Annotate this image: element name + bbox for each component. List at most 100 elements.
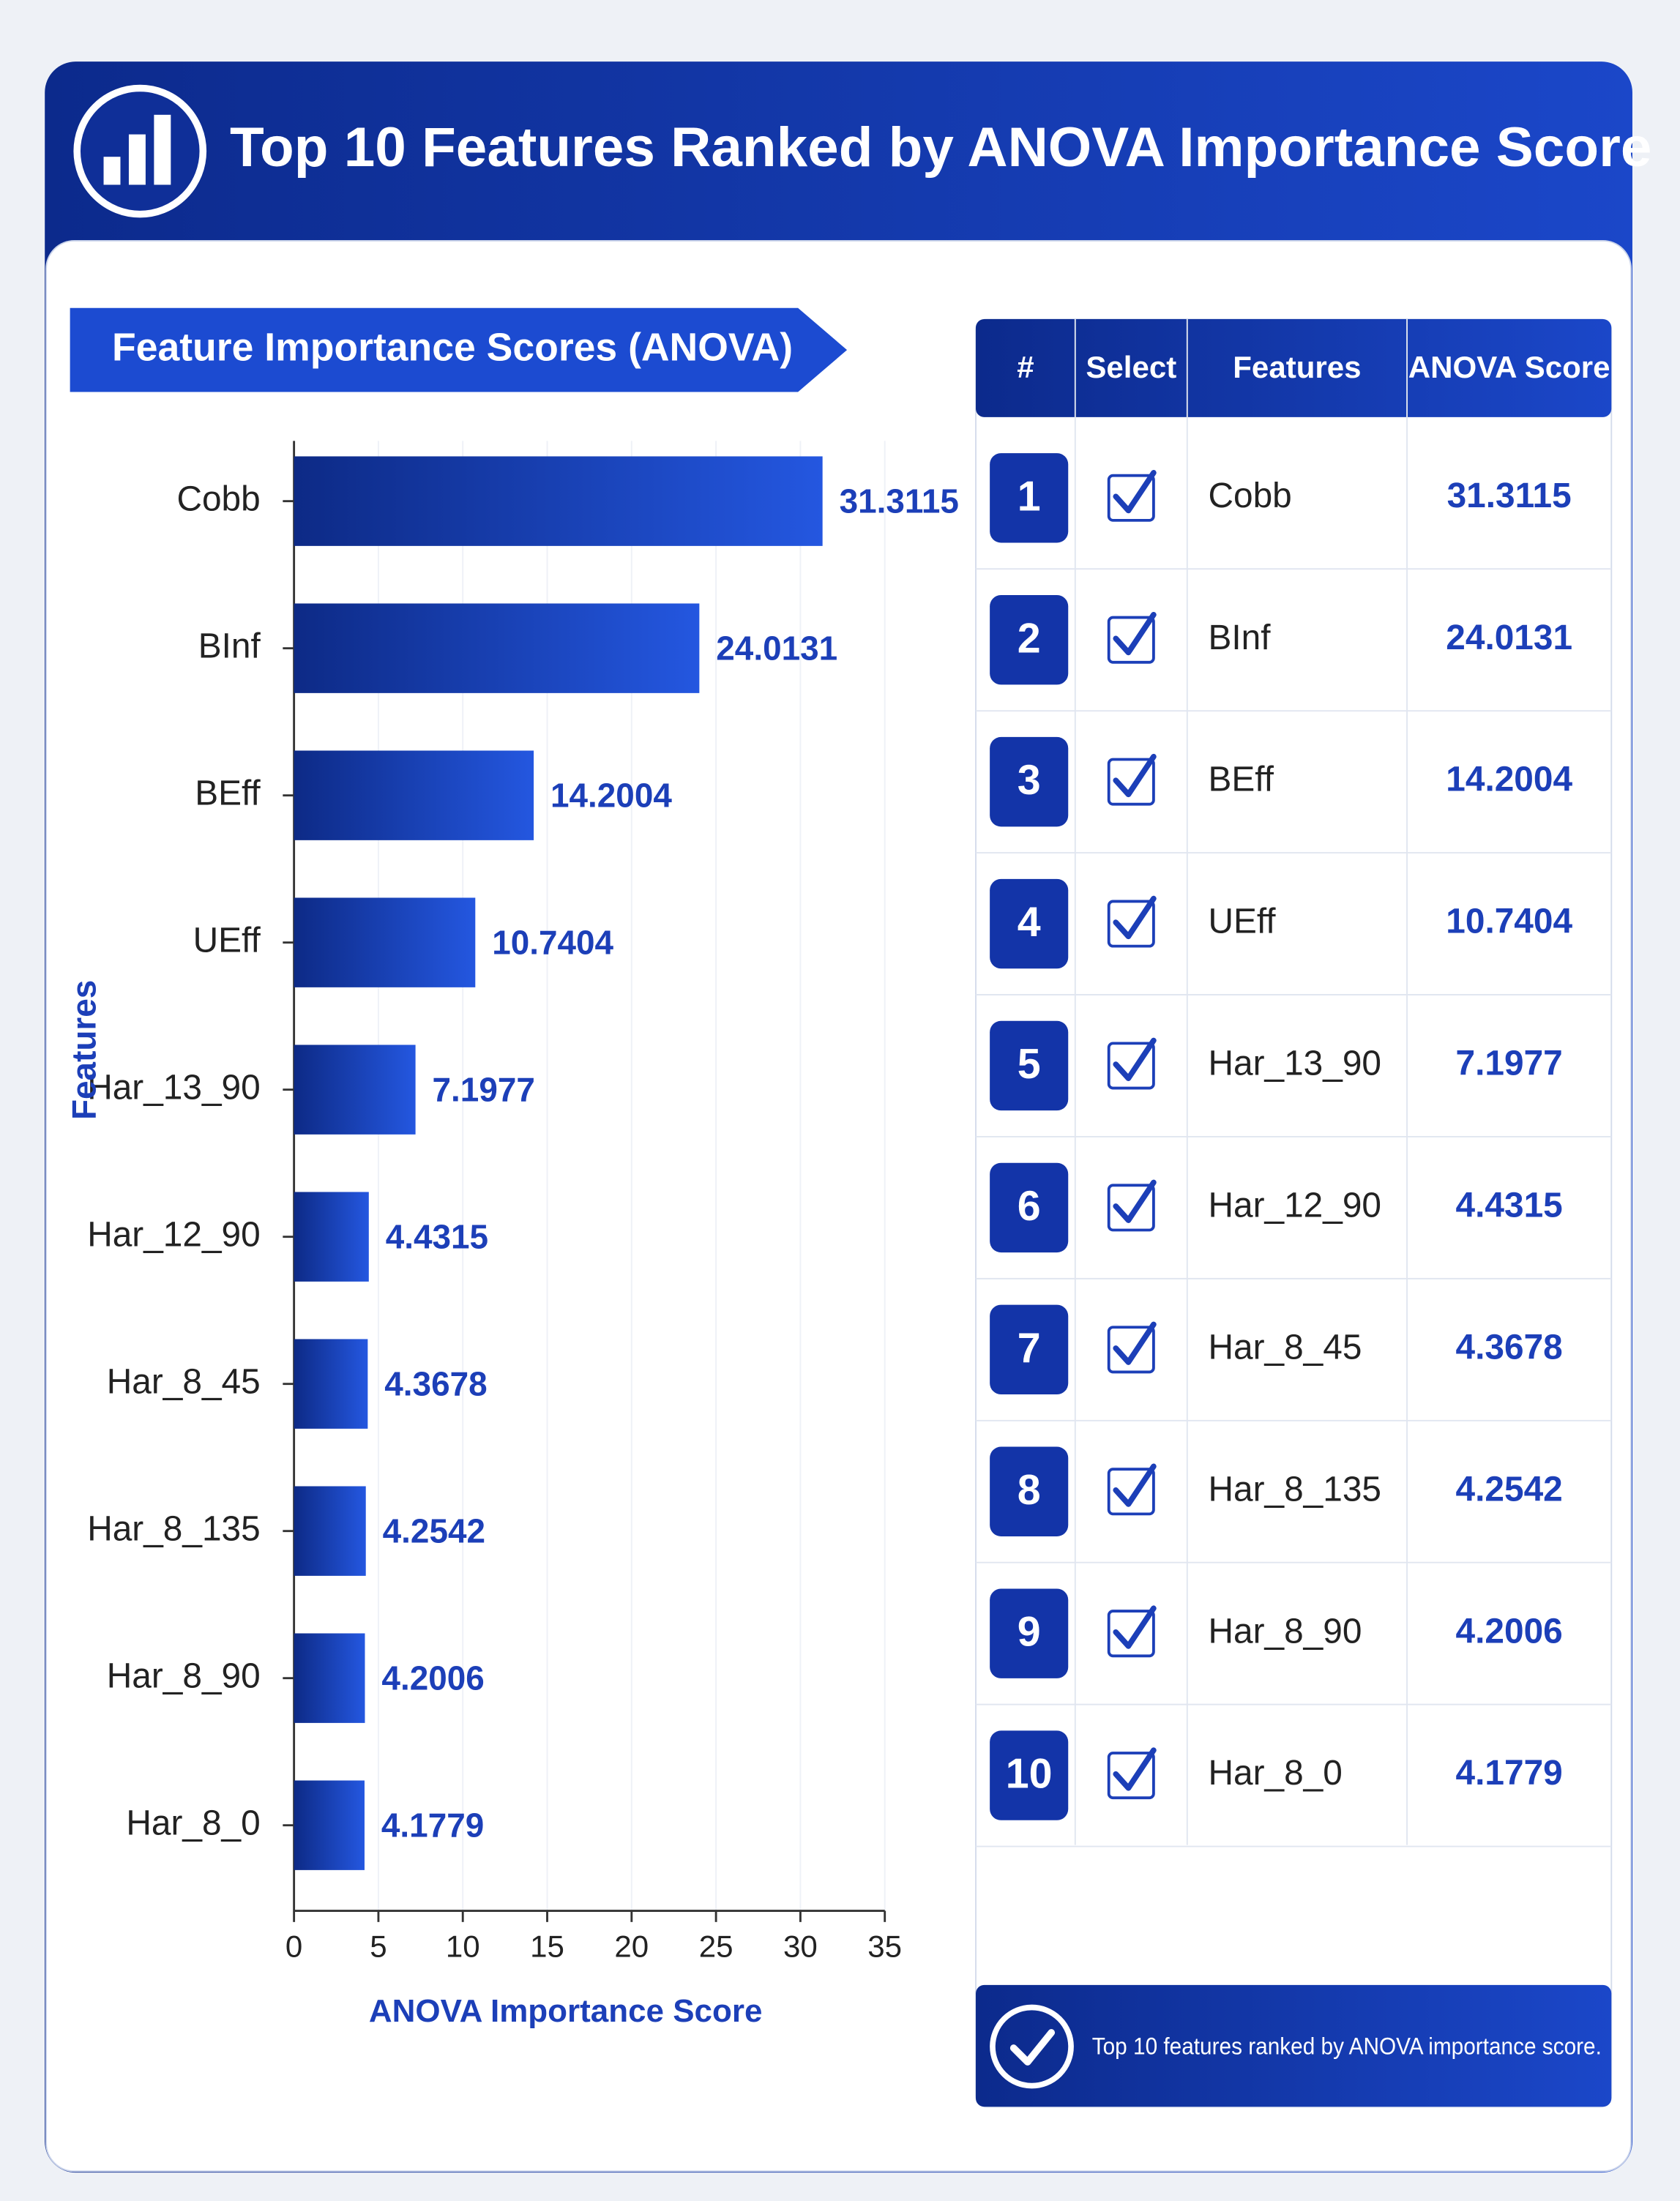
y-tick-label: Har_12_90 bbox=[87, 1215, 261, 1254]
x-axis-label: ANOVA Importance Score bbox=[369, 1993, 763, 2029]
feature-name: Har_13_90 bbox=[1208, 1045, 1381, 1083]
y-tick-label: BInf bbox=[198, 627, 261, 665]
rank-badge bbox=[990, 1730, 1069, 1820]
rank-badge bbox=[990, 1020, 1069, 1111]
x-tick-label: 5 bbox=[370, 1929, 387, 1963]
column-header: ANOVA Score bbox=[1408, 350, 1610, 384]
bar bbox=[294, 1192, 369, 1282]
rank-number: 5 bbox=[1018, 1041, 1041, 1088]
anova-score: 4.2006 bbox=[1456, 1612, 1563, 1651]
rank-number: 8 bbox=[1018, 1467, 1041, 1514]
bar bbox=[294, 1486, 366, 1576]
value-label: 24.0131 bbox=[716, 629, 837, 668]
rank-number: 7 bbox=[1018, 1325, 1041, 1372]
checkmark bbox=[1113, 1747, 1157, 1791]
y-tick-label: Har_13_90 bbox=[87, 1068, 261, 1107]
rank-number: 1 bbox=[1018, 473, 1041, 520]
table-header bbox=[976, 319, 1612, 417]
feature-name: Har_12_90 bbox=[1208, 1187, 1381, 1225]
footer-note: Top 10 features ranked by ANOVA importan… bbox=[1092, 2033, 1602, 2060]
rank-number: 10 bbox=[1006, 1751, 1053, 1798]
bar bbox=[294, 603, 700, 693]
checkmark bbox=[1113, 1463, 1157, 1507]
rank-badge bbox=[990, 1588, 1069, 1678]
rank-badge bbox=[990, 594, 1069, 685]
rank-number: 2 bbox=[1018, 615, 1041, 662]
value-label: 4.4315 bbox=[386, 1218, 488, 1256]
rank-badge bbox=[990, 1162, 1069, 1253]
x-tick-label: 10 bbox=[446, 1929, 480, 1963]
value-label: 14.2004 bbox=[550, 777, 672, 815]
rank-number: 9 bbox=[1018, 1609, 1041, 1656]
footer-check bbox=[1009, 2029, 1056, 2066]
checkmark bbox=[1113, 753, 1157, 798]
column-header: Select bbox=[1086, 350, 1176, 384]
rank-badge bbox=[990, 736, 1069, 827]
bar bbox=[294, 1045, 416, 1135]
anova-score: 24.0131 bbox=[1446, 619, 1572, 657]
anova-score: 7.1977 bbox=[1456, 1045, 1563, 1083]
x-tick-label: 35 bbox=[867, 1929, 902, 1963]
bar bbox=[294, 897, 476, 987]
bar bbox=[294, 1339, 368, 1429]
footer-band bbox=[976, 1984, 1612, 2107]
y-tick-label: Har_8_135 bbox=[87, 1509, 261, 1548]
x-tick-label: 0 bbox=[285, 1929, 302, 1963]
y-tick-label: UEff bbox=[193, 921, 261, 960]
value-label: 10.7404 bbox=[492, 924, 613, 962]
feature-name: Cobb bbox=[1208, 477, 1291, 515]
checkmark bbox=[1113, 470, 1157, 514]
y-tick-label: Har_8_45 bbox=[107, 1362, 261, 1401]
value-label: 31.3115 bbox=[840, 482, 959, 520]
column-header: Features bbox=[1233, 350, 1361, 384]
checkmark bbox=[1113, 1179, 1157, 1223]
rank-number: 4 bbox=[1018, 899, 1041, 946]
anova-score: 10.7404 bbox=[1446, 903, 1572, 941]
rank-badge bbox=[990, 1446, 1069, 1536]
anova-score: 4.2542 bbox=[1456, 1470, 1563, 1509]
x-tick-label: 30 bbox=[783, 1929, 818, 1963]
bar bbox=[294, 750, 534, 840]
anova-score: 4.3678 bbox=[1456, 1328, 1563, 1367]
value-label: 4.2006 bbox=[381, 1659, 484, 1697]
rank-number: 6 bbox=[1018, 1183, 1041, 1230]
chart-title: Feature Importance Scores (ANOVA) bbox=[112, 326, 793, 369]
bar bbox=[294, 456, 823, 546]
rank-badge bbox=[990, 453, 1069, 543]
checkmark bbox=[1113, 895, 1157, 940]
feature-name: BEff bbox=[1208, 761, 1274, 799]
y-tick-label: Har_8_90 bbox=[107, 1656, 261, 1695]
anova-score: 14.2004 bbox=[1446, 761, 1572, 799]
rank-number: 3 bbox=[1018, 757, 1041, 804]
column-header: # bbox=[1017, 350, 1034, 384]
checkmark bbox=[1113, 611, 1157, 656]
rank-badge bbox=[990, 1304, 1069, 1395]
checkmark bbox=[1113, 1605, 1157, 1649]
feature-name: Har_8_45 bbox=[1208, 1328, 1362, 1367]
y-tick-label: BEff bbox=[195, 774, 261, 812]
anova-score: 4.1779 bbox=[1456, 1754, 1563, 1793]
x-tick-label: 15 bbox=[530, 1929, 564, 1963]
feature-name: Har_8_90 bbox=[1208, 1612, 1362, 1651]
checkmark bbox=[1113, 1321, 1157, 1365]
feature-name: Har_8_0 bbox=[1208, 1754, 1342, 1793]
value-label: 4.3678 bbox=[384, 1365, 487, 1403]
checkmark bbox=[1113, 1037, 1157, 1082]
logo-icon bbox=[73, 84, 207, 218]
section-ribbon bbox=[70, 307, 848, 392]
value-label: 7.1977 bbox=[433, 1071, 535, 1109]
rank-badge bbox=[990, 878, 1069, 969]
y-tick-label: Har_8_0 bbox=[126, 1804, 260, 1842]
page-title: Top 10 Features Ranked by ANOVA Importan… bbox=[230, 116, 1651, 179]
bar bbox=[294, 1633, 365, 1723]
x-tick-label: 25 bbox=[699, 1929, 733, 1963]
anova-score: 31.3115 bbox=[1447, 477, 1572, 515]
y-axis-label: Features bbox=[65, 980, 103, 1120]
footer-icon bbox=[990, 2004, 1074, 2089]
bar-chart: 0 5 10 15 20 25 30 35 Cobb 31.3115 BInf 24.0131 BEff… bbox=[65, 441, 959, 2029]
value-label: 4.1779 bbox=[381, 1806, 484, 1845]
value-label: 4.2542 bbox=[383, 1512, 485, 1550]
feature-name: BInf bbox=[1208, 619, 1271, 657]
